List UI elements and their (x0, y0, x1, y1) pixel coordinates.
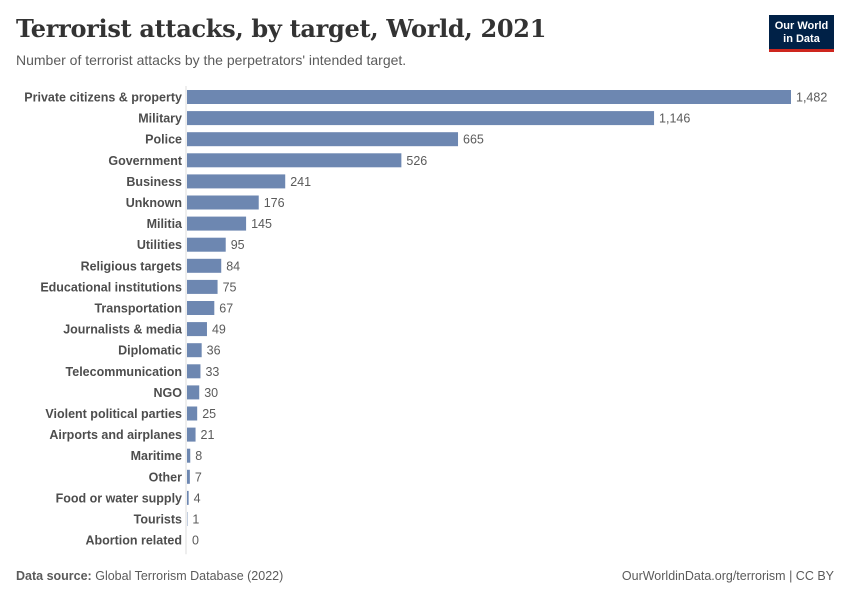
category-label: Other (149, 470, 182, 484)
bar[interactable] (187, 132, 459, 147)
value-label: 75 (223, 280, 237, 294)
value-label: 30 (204, 386, 218, 400)
value-label: 4 (194, 491, 201, 505)
bar[interactable] (187, 322, 207, 337)
category-label: Unknown (126, 196, 182, 210)
bar[interactable] (187, 216, 247, 231)
value-label: 36 (207, 344, 221, 358)
value-label: 25 (202, 407, 216, 421)
value-label: 145 (251, 217, 272, 231)
data-source: Data source: Global Terrorism Database (… (16, 569, 283, 583)
value-label: 84 (226, 259, 240, 273)
bar[interactable] (187, 153, 402, 168)
category-label: Police (145, 133, 182, 147)
bar[interactable] (187, 448, 191, 463)
category-label: Abortion related (85, 534, 182, 548)
category-label: Utilities (137, 238, 182, 252)
category-label: Militia (147, 217, 183, 231)
value-label: 176 (264, 196, 285, 210)
chart-subtitle: Number of terrorist attacks by the perpe… (16, 52, 407, 68)
data-source-link[interactable]: Global Terrorism Database (2022) (95, 569, 284, 583)
category-label: Food or water supply (56, 491, 182, 505)
category-label: Business (126, 175, 182, 189)
bar[interactable] (187, 258, 222, 273)
category-label: Private citizens & property (24, 91, 182, 105)
value-label: 7 (195, 470, 202, 484)
bar[interactable] (187, 90, 791, 104)
bar[interactable] (187, 427, 196, 442)
category-label: Educational institutions (40, 280, 182, 294)
chart-title: Terrorist attacks, by target, World, 202… (16, 14, 547, 43)
value-label: 49 (212, 323, 226, 337)
owid-logo[interactable]: Our World in Data (769, 15, 834, 52)
category-label: Journalists & media (63, 323, 183, 337)
bar[interactable] (187, 385, 200, 400)
bar[interactable] (187, 364, 201, 379)
bar[interactable] (187, 406, 198, 421)
category-label: Maritime (131, 449, 182, 463)
bar[interactable] (187, 343, 202, 358)
bar[interactable] (187, 279, 218, 294)
value-label: 95 (231, 238, 245, 252)
category-label: NGO (154, 386, 183, 400)
value-label: 1,146 (659, 112, 690, 126)
bar[interactable] (187, 301, 215, 315)
category-label: Religious targets (81, 259, 182, 273)
credit-link[interactable]: OurWorldinData.org/terrorism | CC BY (621, 569, 834, 583)
bar[interactable] (187, 195, 259, 210)
category-label: Violent political parties (45, 407, 182, 421)
value-label: 0 (192, 534, 199, 548)
category-label: Airports and airplanes (49, 428, 182, 442)
bar[interactable] (187, 174, 286, 189)
category-label: Diplomatic (118, 344, 182, 358)
value-label: 241 (290, 175, 311, 189)
value-label: 67 (219, 302, 233, 316)
category-label: Transportation (94, 302, 182, 316)
value-label: 1 (192, 513, 199, 527)
bar[interactable] (187, 490, 189, 505)
value-label: 8 (195, 449, 202, 463)
value-label: 33 (205, 365, 219, 379)
bar[interactable] (187, 237, 226, 252)
value-label: 1,482 (796, 91, 827, 105)
bar[interactable] (187, 469, 190, 484)
category-label: Military (138, 112, 182, 126)
bar[interactable] (187, 111, 655, 126)
category-label: Telecommunication (66, 365, 182, 379)
value-label: 665 (463, 133, 484, 147)
logo-line2: in Data (783, 33, 820, 45)
value-label: 526 (406, 154, 427, 168)
logo-line1: Our World (774, 20, 829, 32)
category-label: Government (108, 154, 182, 168)
category-label: Tourists (134, 513, 182, 527)
data-source-label: Data source: (16, 569, 92, 583)
value-label: 21 (201, 428, 215, 442)
